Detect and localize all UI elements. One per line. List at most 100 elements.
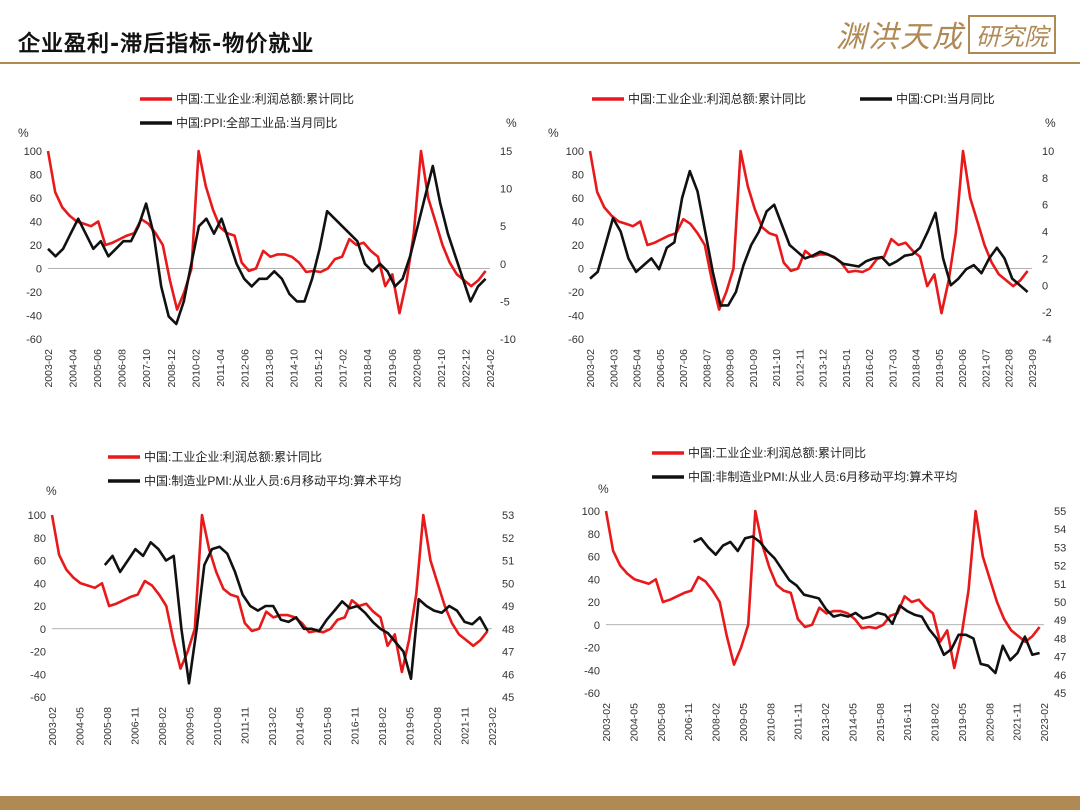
left-tick-label: 100: [582, 506, 600, 518]
right-tick-label: -5: [500, 296, 510, 308]
right-tick-label: 48: [502, 624, 514, 636]
left-tick-label: -20: [584, 643, 600, 655]
x-tick-label: 2020-08: [984, 703, 996, 742]
left-tick-label: 80: [588, 529, 600, 541]
x-tick-label: 2008-02: [711, 703, 723, 742]
right-tick-label: 51: [1054, 579, 1066, 591]
right-tick-label: 6: [1042, 200, 1048, 212]
chart-profit-ppi: 中国:工业企业:利润总额:累计同比中国:PPI:全部工业品:当月同比%%1008…: [18, 91, 517, 388]
right-tick-label: 45: [502, 692, 514, 704]
right-tick-label: 4: [1042, 227, 1048, 239]
x-tick-label: 2015-01: [841, 349, 853, 388]
left-tick-label: 100: [566, 146, 584, 158]
left-tick-label: 60: [588, 552, 600, 564]
x-tick-label: 2024-02: [485, 349, 497, 388]
legend-label: 中国:制造业PMI:从业人员:6月移动平均:算术平均: [144, 473, 401, 488]
left-tick-label: -40: [568, 311, 584, 323]
x-tick-label: 2012-06: [239, 349, 251, 388]
x-tick-label: 2009-05: [185, 707, 197, 746]
x-tick-label: 2006-08: [117, 349, 129, 388]
legend-item-1: 中国:制造业PMI:从业人员:6月移动平均:算术平均: [108, 473, 401, 488]
page-title: 企业盈利-滞后指标-物价就业: [18, 32, 315, 57]
left-tick-label: 0: [594, 620, 600, 632]
x-tick-label: 2008-07: [701, 349, 713, 388]
x-tick-label: 2015-08: [322, 707, 334, 746]
left-tick-label: 80: [30, 170, 42, 182]
chart-profit-nonmfg-pmi-employment: 中国:工业企业:利润总额:累计同比中国:非制造业PMI:从业人员:6月移动平均:…: [582, 445, 1067, 742]
left-tick-label: -40: [584, 665, 600, 677]
left-tick-label: -20: [26, 287, 42, 299]
right-axis-unit: %: [1045, 116, 1056, 130]
legend-item-0: 中国:工业企业:利润总额:累计同比: [652, 445, 866, 460]
x-tick-label: 2003-02: [43, 349, 55, 388]
legend-label: 中国:PPI:全部工业品:当月同比: [176, 115, 337, 130]
x-tick-label: 2014-10: [289, 349, 301, 388]
right-tick-label: 8: [1042, 173, 1048, 185]
x-tick-label: 2014-05: [295, 707, 307, 746]
x-tick-label: 2016-11: [902, 703, 914, 741]
right-tick-label: -2: [1042, 307, 1052, 319]
x-tick-label: 2022-08: [1004, 349, 1016, 388]
x-tick-label: 2008-02: [157, 707, 169, 746]
left-tick-label: 40: [572, 217, 584, 229]
x-tick-label: 2013-08: [264, 349, 276, 388]
right-tick-label: 46: [502, 669, 514, 681]
x-tick-label: 2020-08: [432, 707, 444, 746]
legend-label: 中国:工业企业:利润总额:累计同比: [688, 445, 866, 460]
left-tick-label: 80: [34, 533, 46, 545]
left-axis-unit: %: [548, 126, 559, 140]
left-tick-label: -60: [30, 692, 46, 704]
right-tick-label: 46: [1054, 670, 1066, 682]
legend-label: 中国:非制造业PMI:从业人员:6月移动平均:算术平均: [688, 469, 957, 484]
x-tick-label: 2019-05: [957, 703, 969, 742]
right-tick-label: 10: [500, 184, 512, 196]
x-tick-label: 2019-05: [405, 707, 417, 746]
x-tick-label: 2010-08: [212, 707, 224, 746]
x-tick-label: 2010-02: [190, 349, 202, 388]
legend-item-1: 中国:非制造业PMI:从业人员:6月移动平均:算术平均: [652, 469, 957, 484]
left-tick-label: 20: [588, 597, 600, 609]
x-tick-label: 2015-08: [875, 703, 887, 742]
legend-item-0: 中国:工业企业:利润总额:累计同比: [592, 91, 806, 106]
x-tick-label: 2007-06: [678, 349, 690, 388]
right-tick-label: 0: [500, 259, 506, 271]
right-tick-label: 50: [502, 578, 514, 590]
series-line-1: [103, 541, 489, 685]
right-tick-label: 55: [1054, 506, 1066, 518]
left-tick-label: 0: [578, 264, 584, 276]
x-tick-label: 2017-02: [338, 349, 350, 388]
x-tick-label: 2009-08: [725, 349, 737, 388]
right-tick-label: 53: [502, 510, 514, 522]
left-tick-label: 40: [30, 217, 42, 229]
right-tick-label: 0: [1042, 280, 1048, 292]
left-tick-label: -60: [568, 334, 584, 346]
logo-boxed-text: 研究院: [968, 14, 1056, 54]
left-tick-label: 60: [572, 193, 584, 205]
right-tick-label: -10: [500, 334, 516, 346]
right-tick-label: 48: [1054, 633, 1066, 645]
left-axis-unit: %: [46, 484, 57, 498]
logo-main-text: 渊洪天成: [836, 20, 964, 55]
left-tick-label: 40: [588, 574, 600, 586]
legend-label: 中国:工业企业:利润总额:累计同比: [144, 449, 322, 464]
chart-profit-cpi: 中国:工业企业:利润总额:累计同比 中国:CPI:当月同比%%1008060402…: [548, 91, 1056, 388]
x-tick-label: 2023-02: [1039, 703, 1051, 742]
x-tick-label: 2023-02: [487, 707, 499, 746]
x-tick-label: 2004-05: [628, 703, 640, 742]
right-tick-label: 52: [502, 533, 514, 545]
x-tick-label: 2011-10: [771, 349, 783, 387]
x-tick-label: 2003-02: [585, 349, 597, 388]
x-tick-label: 2013-12: [818, 349, 830, 388]
brand-logo: 渊洪天成 研究院: [836, 14, 1056, 55]
x-tick-label: 2007-10: [141, 349, 153, 388]
x-tick-label: 2013-02: [267, 707, 279, 746]
right-tick-label: 2: [1042, 253, 1048, 265]
right-tick-label: 53: [1054, 542, 1066, 554]
left-tick-label: -20: [568, 287, 584, 299]
x-tick-label: 2011-11: [240, 707, 252, 744]
left-tick-label: 0: [36, 264, 42, 276]
legend-item-0: 中国:工业企业:利润总额:累计同比: [140, 91, 354, 106]
series-line-0: [604, 509, 1041, 670]
x-tick-label: 2005-06: [92, 349, 104, 388]
x-tick-label: 2014-05: [847, 703, 859, 742]
